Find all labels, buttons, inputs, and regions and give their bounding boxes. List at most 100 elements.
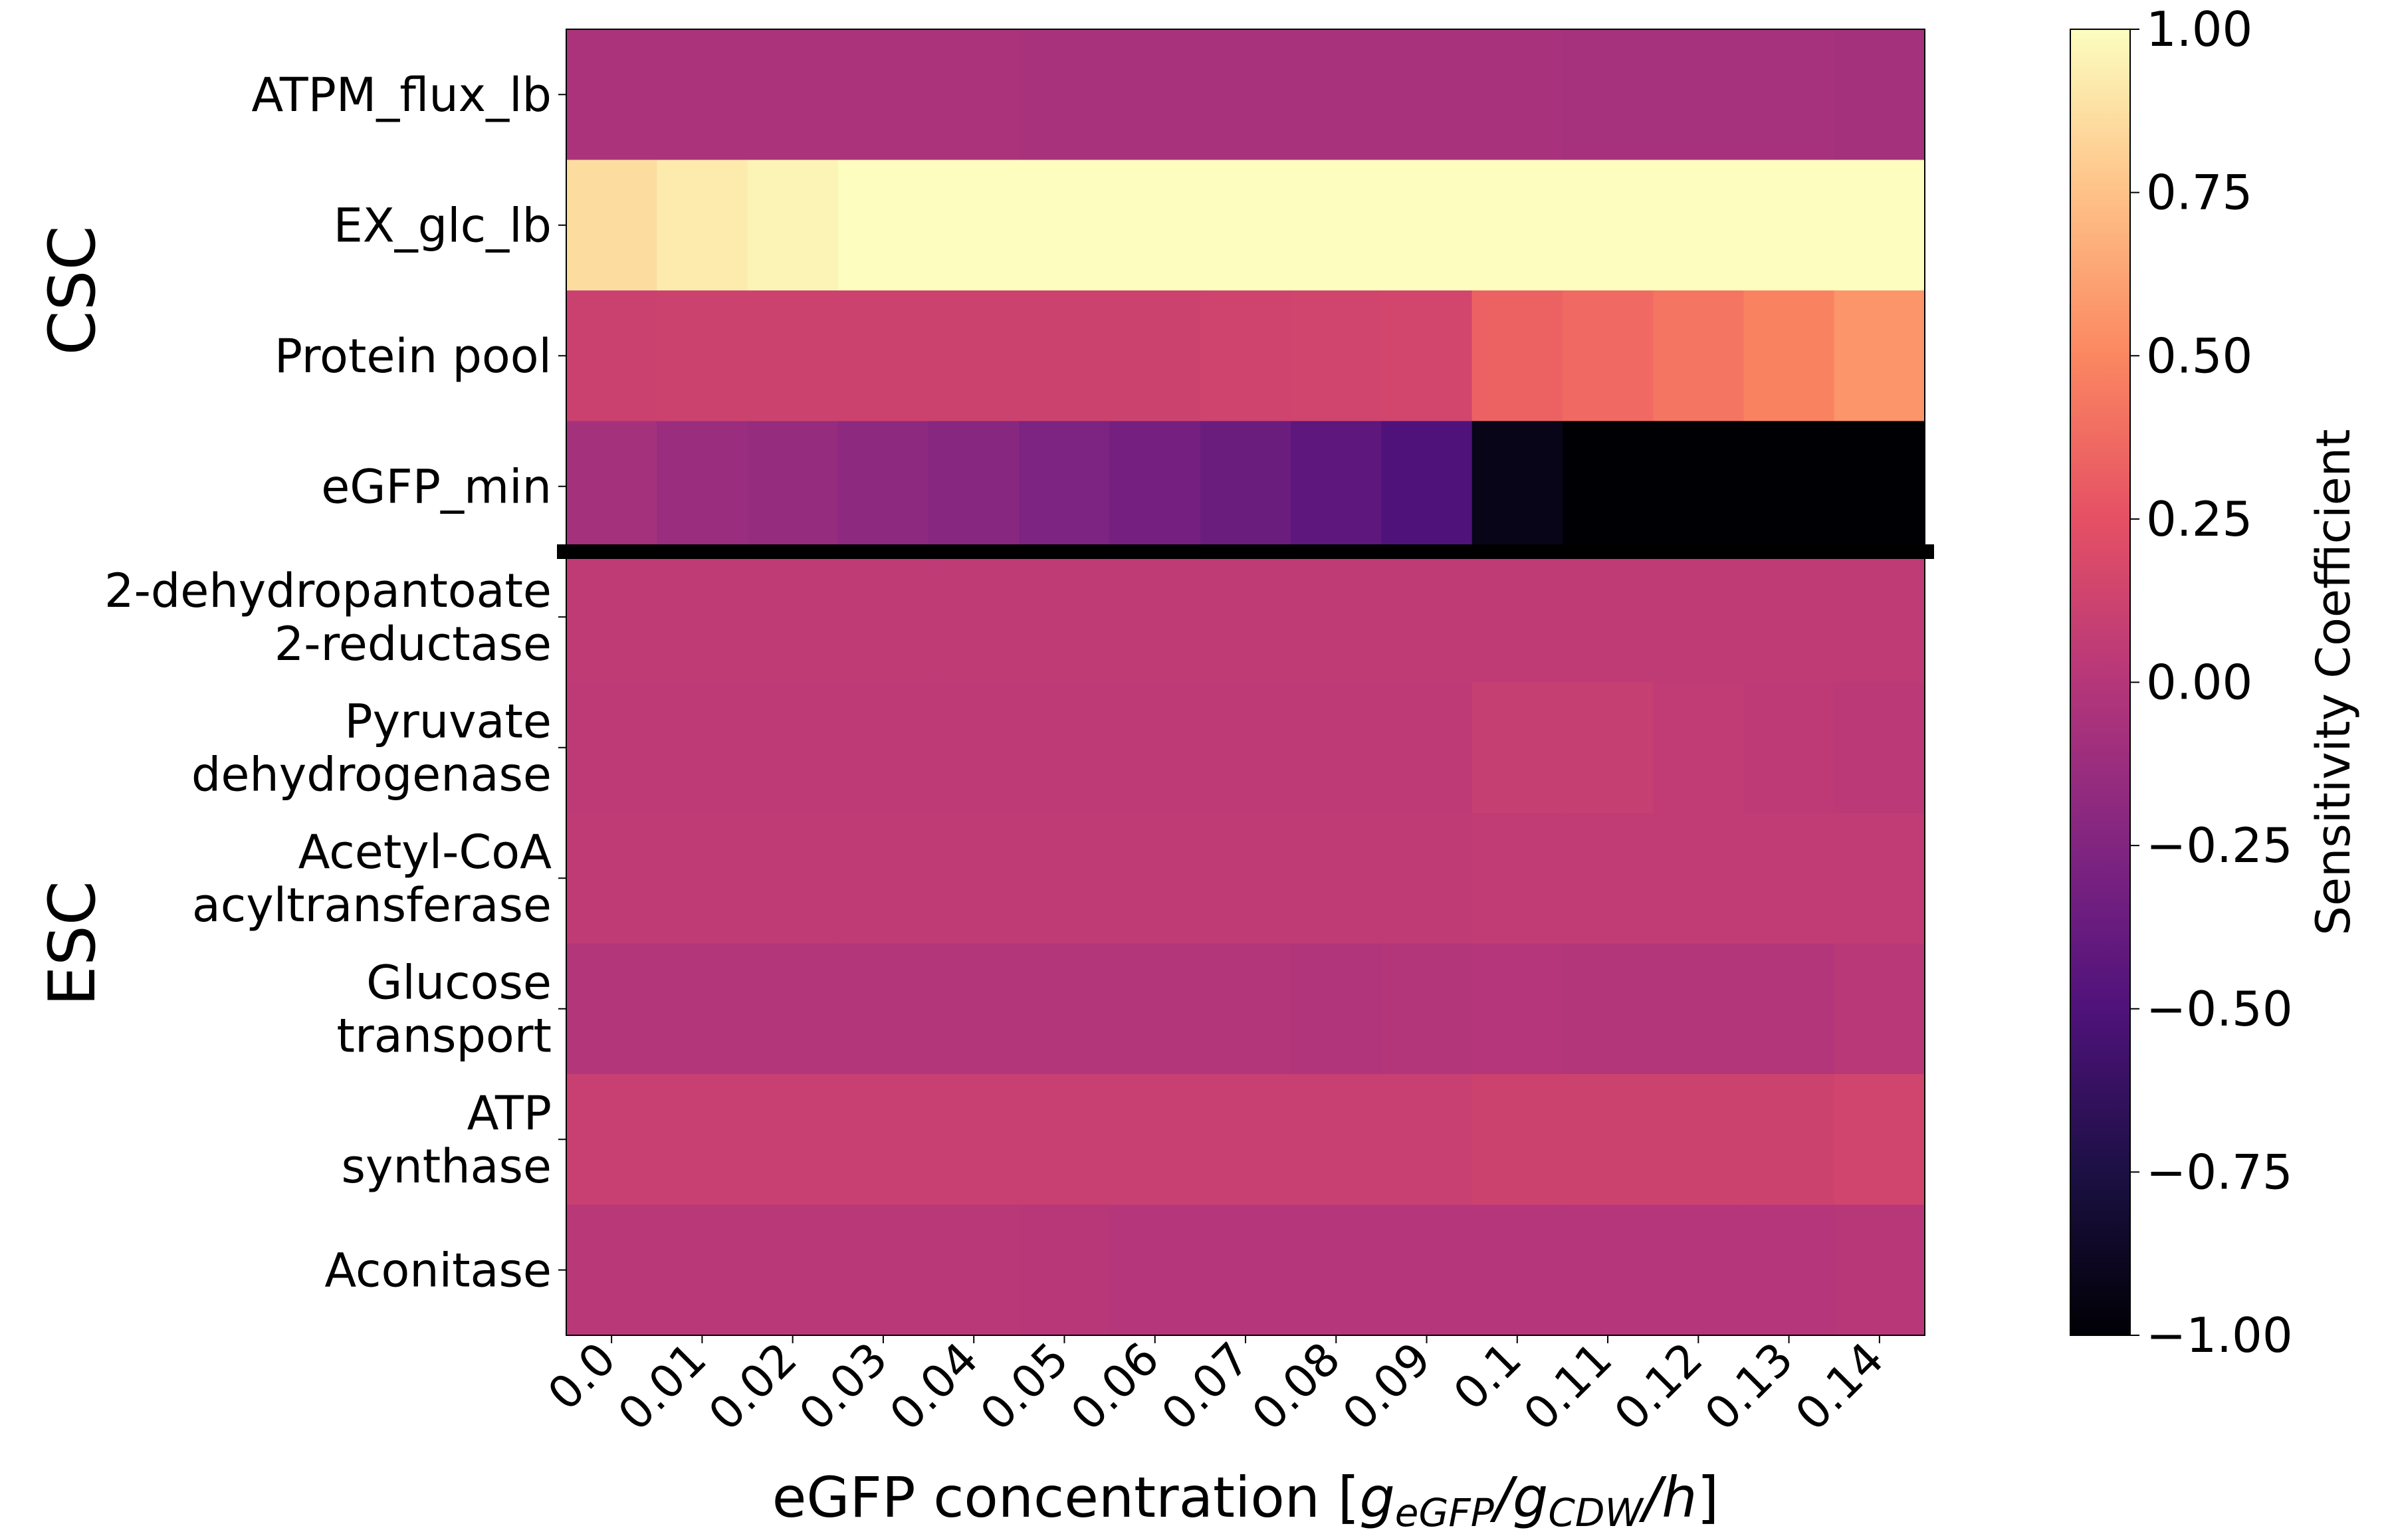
heatmap-cell xyxy=(1834,682,1925,814)
x-tick-label: 0.07 xyxy=(1152,1333,1260,1441)
heatmap-cell xyxy=(1743,160,1835,291)
heatmap-cell xyxy=(566,1204,657,1336)
heatmap-cell xyxy=(837,421,929,552)
heatmap-cell xyxy=(1562,290,1654,422)
heatmap-cell xyxy=(657,421,748,552)
heatmap-cell xyxy=(1291,552,1382,683)
x-tick-label: 0.13 xyxy=(1695,1333,1804,1441)
heatmap-cell xyxy=(1653,160,1745,291)
heatmap-cell xyxy=(1200,29,1291,161)
heatmap-cell xyxy=(1109,1074,1201,1206)
x-tick-label: 0.09 xyxy=(1333,1333,1442,1441)
heatmap-cell xyxy=(1200,160,1291,291)
heatmap-cell xyxy=(1562,943,1654,1075)
heatmap-cell xyxy=(747,421,839,552)
heatmap-cell xyxy=(657,813,748,944)
heatmap-cell xyxy=(1653,943,1745,1075)
heatmap-cell xyxy=(657,290,748,422)
heatmap-cell xyxy=(1381,682,1473,814)
heatmap-cell xyxy=(1109,682,1201,814)
colorbar-tick-label: −0.50 xyxy=(2146,981,2293,1037)
heatmap-cell xyxy=(1834,421,1925,552)
row-label: 2-reductase xyxy=(274,617,552,671)
heatmap-cell xyxy=(747,813,839,944)
heatmap-cell xyxy=(1109,290,1201,422)
row-label: Aconitase xyxy=(324,1243,552,1297)
heatmap-cell xyxy=(1019,943,1111,1075)
heatmap-cell xyxy=(928,552,1020,683)
heatmap-cells xyxy=(566,29,1925,1336)
heatmap-cell xyxy=(1381,1074,1473,1206)
heatmap-cell xyxy=(1109,29,1201,161)
heatmap-cell xyxy=(1019,29,1111,161)
heatmap-cell xyxy=(1471,1074,1563,1206)
heatmap-cell xyxy=(928,682,1020,814)
heatmap-cell xyxy=(837,290,929,422)
row-label: dehydrogenase xyxy=(191,747,552,802)
row-label: acyltransferase xyxy=(192,878,552,933)
heatmap-cell xyxy=(837,29,929,161)
heatmap-cell xyxy=(837,552,929,683)
heatmap-cell xyxy=(1743,421,1835,552)
row-label: eGFP_min xyxy=(321,459,552,514)
row-label: ATPM_flux_lb xyxy=(251,68,552,122)
row-labels: ATPM_flux_lb EX_glc_lb Protein pool eGFP_mi… xyxy=(104,68,566,1297)
heatmap-cell xyxy=(1291,1074,1382,1206)
heatmap-cell xyxy=(1653,1204,1745,1336)
heatmap-cell xyxy=(1019,290,1111,422)
heatmap-cell xyxy=(1471,421,1563,552)
heatmap-cell xyxy=(928,813,1020,944)
heatmap-cell xyxy=(1562,682,1654,814)
x-tick-label: 0.14 xyxy=(1786,1333,1894,1441)
heatmap-cell xyxy=(1291,943,1382,1075)
heatmap-cell xyxy=(1834,552,1925,683)
heatmap-cell xyxy=(1471,682,1563,814)
heatmap-cell xyxy=(1291,160,1382,291)
heatmap-cell xyxy=(1834,813,1925,944)
x-tick-label: 0.06 xyxy=(1061,1333,1170,1441)
heatmap-cell xyxy=(1109,813,1201,944)
heatmap-cell xyxy=(657,29,748,161)
heatmap-cell xyxy=(1653,29,1745,161)
heatmap-cell xyxy=(747,290,839,422)
heatmap-cell xyxy=(1834,1204,1925,1336)
heatmap-cell xyxy=(1834,160,1925,291)
heatmap-cell xyxy=(1471,160,1563,291)
heatmap-cell xyxy=(657,943,748,1075)
heatmap-cell xyxy=(1653,421,1745,552)
heatmap-cell xyxy=(1019,552,1111,683)
heatmap-cell xyxy=(1834,943,1925,1075)
colorbar-tick-label: 0.25 xyxy=(2146,491,2252,547)
heatmap-cell xyxy=(837,160,929,291)
heatmap-cell xyxy=(1562,29,1654,161)
heatmap-cell xyxy=(1471,552,1563,683)
row-label: transport xyxy=(337,1008,552,1063)
heatmap-cell xyxy=(747,1204,839,1336)
heatmap-cell xyxy=(1471,943,1563,1075)
colorbar-tick-label: −0.75 xyxy=(2146,1144,2293,1200)
heatmap-cell xyxy=(928,1074,1020,1206)
heatmap-cell xyxy=(747,943,839,1075)
heatmap-cell xyxy=(566,813,657,944)
colorbar-label: Sensitivity Coefficient xyxy=(2306,429,2361,936)
heatmap-cell xyxy=(1381,1204,1473,1336)
heatmap-cell xyxy=(1109,943,1201,1075)
heatmap-cell xyxy=(1200,290,1291,422)
heatmap-cell xyxy=(1743,813,1835,944)
heatmap-cell xyxy=(1562,552,1654,683)
heatmap-cell xyxy=(1019,1204,1111,1336)
heatmap-cell xyxy=(1291,682,1382,814)
heatmap-cell xyxy=(1381,552,1473,683)
heatmap-cell xyxy=(747,160,839,291)
heatmap-cell xyxy=(1381,29,1473,161)
row-label: ATP xyxy=(467,1086,552,1141)
heatmap-cell xyxy=(657,1074,748,1206)
heatmap-cell xyxy=(1562,1204,1654,1336)
x-tick-label: 0.08 xyxy=(1242,1333,1351,1441)
colorbar-tick-label: −0.25 xyxy=(2146,818,2293,873)
heatmap-cell xyxy=(928,943,1020,1075)
heatmap-cell xyxy=(1019,421,1111,552)
heatmap-cell xyxy=(1834,290,1925,422)
x-axis-label: eGFP concentration [geGFP/gCDW/h] xyxy=(772,1465,1719,1535)
